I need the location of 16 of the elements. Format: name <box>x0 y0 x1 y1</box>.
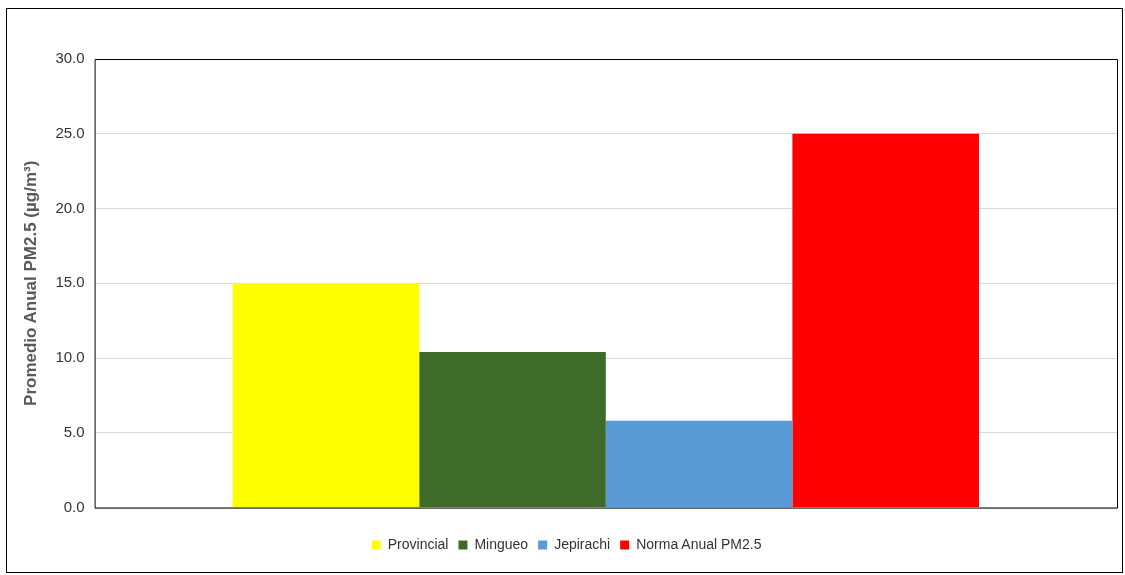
bar <box>792 133 979 508</box>
y-tick-label: 0.0 <box>63 497 85 515</box>
bar <box>605 420 793 508</box>
legend-label: Jepirachi <box>554 535 611 552</box>
legend-label: Provincial <box>387 535 449 552</box>
legend-label: Norma Anual PM2.5 <box>636 535 762 552</box>
bar <box>232 283 420 508</box>
bar <box>419 352 606 508</box>
y-tick-label: 30.0 <box>55 49 85 67</box>
y-tick-label: 10.0 <box>55 348 85 366</box>
y-tick-label: 20.0 <box>55 198 85 216</box>
y-tick-label: 15.0 <box>55 273 85 291</box>
legend-label: Mingueo <box>474 535 529 552</box>
y-tick-label: 25.0 <box>55 123 85 141</box>
y-axis-title: Promedio Anual PM2.5 (µg/m³) <box>20 160 40 406</box>
y-tick-label: 5.0 <box>63 422 85 440</box>
